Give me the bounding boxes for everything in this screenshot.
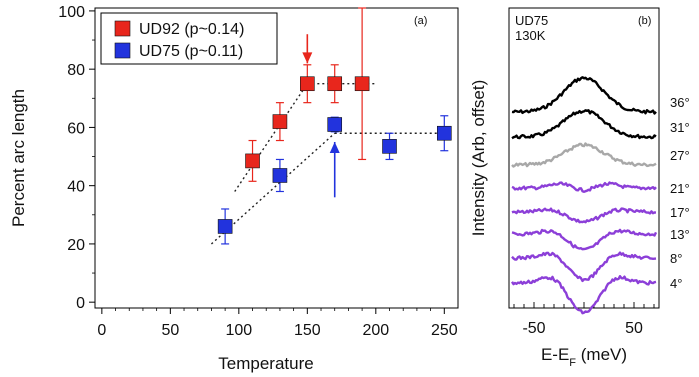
x-axis-label: Temperature bbox=[218, 354, 313, 373]
y-tick-label: 80 bbox=[67, 62, 85, 79]
panel-b-curves bbox=[510, 76, 658, 315]
panel-b-x-tick-label: 50 bbox=[625, 320, 643, 337]
x-tick-label: 150 bbox=[294, 322, 321, 339]
angle-label: 4° bbox=[670, 276, 682, 291]
ud75-point bbox=[382, 139, 397, 154]
panel-b-x-tick-label: -50 bbox=[522, 320, 545, 337]
panel-b-angle-labels: 36° 31° 27° 21° 17° 13° 8° 4° bbox=[670, 95, 690, 291]
legend-entry-ud75: UD75 (p~0.11) bbox=[139, 43, 243, 60]
ud92-point bbox=[354, 76, 370, 92]
panel-b-subtitle: 130K bbox=[515, 28, 546, 43]
y-tick-label: 60 bbox=[67, 120, 85, 137]
panel-b-x-axis-label: E-EF (meV) bbox=[541, 345, 627, 369]
angle-label: 21° bbox=[670, 181, 690, 196]
y-tick-label: 20 bbox=[67, 237, 85, 254]
arrow-head bbox=[329, 141, 340, 153]
ud92-point bbox=[272, 114, 288, 129]
angle-label: 27° bbox=[670, 148, 690, 163]
angle-label: 17° bbox=[670, 205, 690, 220]
panel-b-frame bbox=[508, 7, 660, 309]
spectrum-curve bbox=[511, 142, 657, 168]
ud92-point bbox=[245, 153, 260, 169]
fit-line bbox=[234, 83, 308, 192]
panel-b-x-ticks: -50 50 bbox=[513, 302, 655, 337]
angle-label: 13° bbox=[670, 227, 690, 242]
ud75-point bbox=[272, 168, 288, 183]
angle-label: 31° bbox=[670, 120, 690, 135]
x-tick-label: 200 bbox=[362, 322, 389, 339]
panel-b-y-axis-label: Intensity (Arb, offset) bbox=[469, 80, 488, 237]
spectrum-curve bbox=[511, 207, 657, 224]
panel-b-title: UD75 bbox=[515, 13, 548, 28]
panel-b: -50 50 36° 31° 27° 21° 17° 13° 8° 4° UD75 130K (… bbox=[469, 7, 690, 369]
ud75-point bbox=[217, 219, 233, 234]
x-tick-label: 50 bbox=[161, 322, 179, 339]
panel-a-label: (a) bbox=[414, 15, 427, 27]
ud75-point bbox=[327, 117, 343, 132]
panel-a-frame bbox=[94, 7, 459, 309]
y-axis-label: Percent arc length bbox=[9, 89, 28, 227]
spectrum-curve bbox=[511, 181, 657, 193]
legend-marker-ud92 bbox=[114, 20, 131, 37]
x-tick-label: 100 bbox=[225, 322, 252, 339]
panel-a: 0 50 100 150 200 250 0 20 40 60 80 100 (a) Tempera… bbox=[9, 4, 459, 373]
panel-b-x-axis-label-subscript: F bbox=[569, 357, 576, 369]
legend: UD92 (p~0.14) UD75 (p~0.11) bbox=[100, 12, 278, 65]
spectrum-curve bbox=[511, 76, 657, 115]
x-tick-label: 250 bbox=[431, 322, 458, 339]
spectrum-curve bbox=[511, 251, 657, 283]
panel-a-y-ticks: 0 20 40 60 80 100 bbox=[58, 4, 95, 312]
panel-a-series bbox=[217, 7, 452, 245]
spectrum-curve bbox=[511, 228, 658, 251]
panel-a-arrows bbox=[302, 34, 340, 198]
panel-b-label: (b) bbox=[638, 15, 651, 27]
angle-label: 36° bbox=[670, 95, 690, 110]
panel-a-fit-lines bbox=[210, 83, 452, 245]
spectrum-curve bbox=[511, 109, 657, 140]
legend-marker-ud75 bbox=[114, 42, 131, 59]
panel-a-x-ticks: 0 50 100 150 200 250 bbox=[97, 308, 458, 339]
y-tick-label: 0 bbox=[76, 295, 85, 312]
spectrum-curve bbox=[510, 275, 657, 315]
x-tick-label: 0 bbox=[97, 322, 106, 339]
arrow-head bbox=[302, 52, 313, 64]
angle-label: 8° bbox=[670, 251, 682, 266]
y-tick-label: 100 bbox=[58, 4, 85, 21]
y-tick-label: 40 bbox=[67, 179, 85, 196]
ud75-point bbox=[437, 125, 452, 141]
panel-b-x-axis-label-unit: (meV) bbox=[576, 345, 627, 364]
ud92-point bbox=[300, 76, 315, 92]
legend-box bbox=[100, 12, 278, 65]
legend-entry-ud92: UD92 (p~0.14) bbox=[139, 21, 244, 38]
panel-b-x-axis-label-main: E-E bbox=[541, 345, 569, 364]
ud92-point bbox=[327, 76, 343, 92]
